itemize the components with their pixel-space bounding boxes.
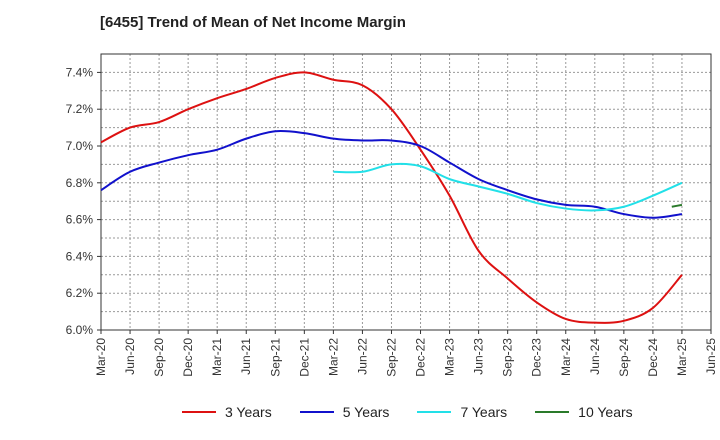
x-tick-label: Dec-23 [530, 338, 544, 377]
y-tick-label: 6.8% [66, 176, 94, 190]
x-tick-label: Sep-21 [268, 338, 282, 377]
legend-item-10-years: 10 Years [535, 404, 633, 420]
x-tick-label: Mar-20 [94, 338, 108, 376]
y-tick-label: 7.0% [66, 139, 94, 153]
chart-title: [6455] Trend of Mean of Net Income Margi… [100, 14, 406, 31]
x-tick-label: Dec-22 [414, 338, 428, 377]
series-line-3-years [100, 71, 683, 324]
x-tick-label: Mar-22 [326, 338, 340, 376]
x-tick-label: Dec-20 [181, 338, 195, 377]
x-tick-label: Sep-24 [617, 338, 631, 377]
series-line-7-years [333, 162, 683, 212]
x-tick-label: Sep-22 [384, 338, 398, 377]
x-tick-label: Mar-23 [443, 338, 457, 376]
legend-swatch-5-years [299, 411, 334, 413]
x-tick-label: Mar-21 [210, 338, 224, 376]
y-tick-label: 6.4% [66, 249, 94, 263]
x-tick-label: Jun-21 [239, 338, 253, 375]
legend-swatch-10-years [535, 411, 570, 413]
legend-swatch-3-years [182, 411, 216, 413]
x-tick-label: Dec-21 [297, 338, 311, 377]
x-tick-label: Mar-24 [559, 338, 573, 376]
x-tick-label: Mar-25 [675, 338, 689, 376]
x-tick-label: Jun-24 [588, 338, 602, 375]
series-line-10-years [671, 203, 683, 208]
legend-label-7-years: 7 Years [460, 404, 508, 420]
x-tick-label: Jun-20 [123, 338, 137, 375]
x-tick-label: Sep-23 [501, 338, 515, 377]
legend-label-10-years: 10 Years [578, 404, 633, 420]
x-tick-label: Jun-23 [472, 338, 486, 375]
y-tick-label: 7.2% [66, 102, 94, 116]
legend-label-5-years: 5 Years [342, 404, 390, 420]
legend: 3 Years 5 Years 7 Years 10 Years [182, 404, 661, 420]
y-tick-label: 6.2% [66, 286, 94, 300]
plot-frame [100, 53, 712, 331]
legend-item-3-years: 3 Years [182, 404, 272, 420]
y-tick-label: 7.4% [66, 65, 94, 79]
legend-item-5-years: 5 Years [299, 404, 390, 420]
y-tick-label: 6.0% [66, 323, 94, 337]
legend-item-7-years: 7 Years [417, 404, 507, 420]
x-tick-label: Sep-20 [152, 338, 166, 377]
legend-label-3-years: 3 Years [225, 404, 272, 420]
series-line-5-years [100, 130, 683, 219]
x-tick-label: Jun-25 [704, 338, 718, 375]
x-tick-label: Jun-22 [355, 338, 369, 375]
x-tick-label: Dec-24 [646, 338, 660, 377]
legend-swatch-7-years [417, 411, 452, 413]
y-tick-label: 6.6% [66, 213, 94, 227]
